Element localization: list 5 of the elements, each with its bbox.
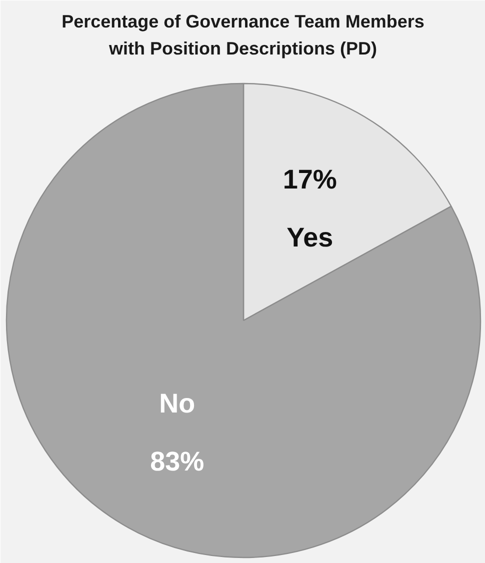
data-label: 83% [150,446,204,477]
slice-label: Yes [286,222,334,252]
chart-title: Percentage of Governance Team Members with Position Descriptions (PD) [62,12,424,58]
slice-label: No [159,388,196,419]
data-label: 17% [282,164,337,194]
